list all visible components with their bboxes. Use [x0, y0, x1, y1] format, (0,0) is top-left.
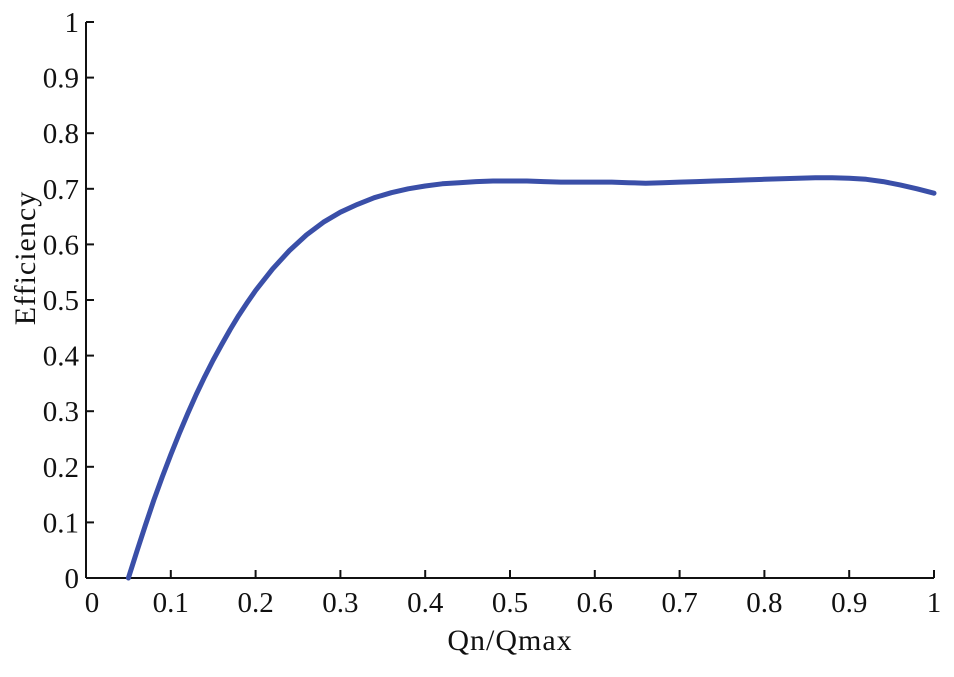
y-tick-label: 1: [65, 7, 80, 39]
x-axis-title: Qn/Qmax: [447, 624, 572, 657]
plot-area: [125, 175, 937, 581]
y-tick-label: 0.7: [43, 174, 79, 206]
x-tick-label: 0.5: [492, 587, 528, 619]
x-tick-label: 0: [85, 587, 100, 619]
x-ticks: 0 0.1 0.2 0.3 0.4 0.5 0.6 0.7 0.8 0.9 1: [85, 570, 942, 619]
x-tick-label: 0.8: [746, 587, 782, 619]
y-tick-label: 0.1: [43, 507, 79, 539]
y-tick-label: 0.4: [43, 341, 80, 373]
x-tick-label: 0.7: [661, 587, 697, 619]
x-tick-label: 0.2: [237, 587, 273, 619]
x-tick-label: 0.4: [407, 587, 444, 619]
x-tick-label: 0.6: [577, 587, 613, 619]
y-axis-title: Efficiency: [9, 191, 42, 325]
axes: [85, 22, 934, 579]
y-tick-label: 0.5: [43, 285, 79, 317]
y-ticks: 0 0.1 0.2 0.3 0.4 0.5 0.6 0.7 0.8 0.9 1: [43, 7, 94, 595]
x-tick-label: 0.1: [153, 587, 189, 619]
x-tick-label: 0.3: [322, 587, 358, 619]
series-line: [125, 175, 937, 581]
x-tick-label: 0.9: [831, 587, 867, 619]
y-tick-label: 0.8: [43, 118, 79, 150]
x-tick-label: 1: [927, 587, 942, 619]
y-tick-label: 0.6: [43, 229, 79, 261]
y-tick-label: 0.2: [43, 452, 79, 484]
y-tick-label: 0.9: [43, 63, 79, 95]
y-tick-label: 0.3: [43, 396, 79, 428]
y-tick-label: 0: [65, 563, 80, 595]
